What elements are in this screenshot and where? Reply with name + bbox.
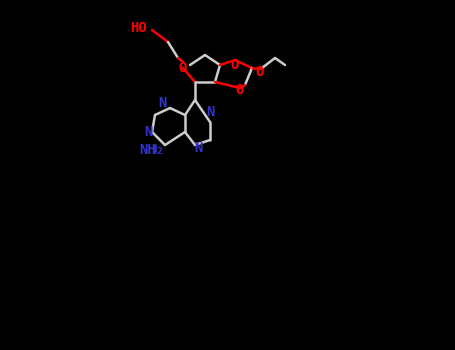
Text: O: O xyxy=(179,61,187,75)
Text: N: N xyxy=(144,125,152,139)
Text: HO: HO xyxy=(130,21,147,35)
Text: NH₂: NH₂ xyxy=(139,143,165,157)
Text: N: N xyxy=(206,105,214,119)
Text: O: O xyxy=(231,58,239,72)
Text: O: O xyxy=(236,83,244,97)
Text: N: N xyxy=(194,141,202,155)
Text: N: N xyxy=(158,96,166,110)
Text: O: O xyxy=(256,65,264,79)
